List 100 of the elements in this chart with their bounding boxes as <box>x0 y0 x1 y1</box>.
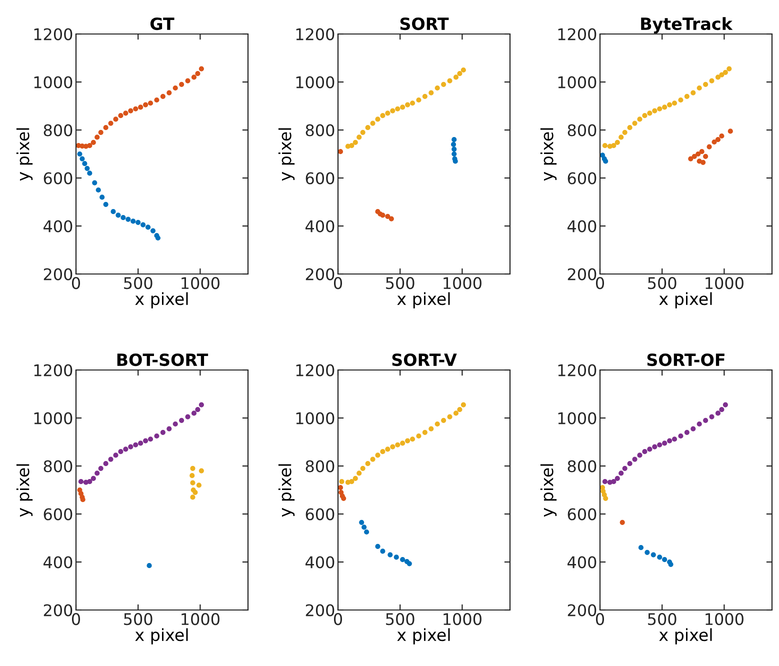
point <box>622 130 628 135</box>
y-tick-label: 1000 <box>296 412 334 424</box>
x-axis-title: x pixel <box>397 292 450 308</box>
y-tick-label: 200 <box>306 268 334 280</box>
point <box>715 137 721 142</box>
point <box>128 108 134 114</box>
y-tick-label: 600 <box>568 508 596 520</box>
point <box>603 496 608 501</box>
point <box>657 554 662 560</box>
point <box>166 426 172 432</box>
point <box>191 410 197 416</box>
point <box>706 144 712 150</box>
point <box>349 479 354 484</box>
point <box>103 202 108 207</box>
point <box>452 151 457 157</box>
point <box>150 228 156 234</box>
y-axis-title: y pixel <box>278 464 295 517</box>
point <box>453 74 459 80</box>
point <box>690 426 696 432</box>
point <box>395 106 400 112</box>
point <box>406 561 412 566</box>
y-tick-label: 1000 <box>558 76 596 88</box>
x-tick-label: 0 <box>72 613 80 626</box>
point <box>614 476 620 482</box>
point <box>622 466 628 471</box>
point <box>447 78 452 84</box>
x-tick-label: 1000 <box>706 613 744 626</box>
point <box>678 97 684 103</box>
point <box>98 466 104 471</box>
point <box>362 524 367 530</box>
point <box>148 436 154 442</box>
point <box>719 133 724 139</box>
x-tick-label: 0 <box>334 613 342 626</box>
point <box>644 550 650 555</box>
point <box>380 113 386 118</box>
point <box>394 554 399 560</box>
point <box>699 149 704 154</box>
point <box>395 442 400 448</box>
x-tick-label: 500 <box>386 277 414 290</box>
y-tick-label: 400 <box>44 220 72 232</box>
point <box>441 418 446 423</box>
point <box>360 466 366 471</box>
point <box>103 461 108 466</box>
point <box>410 100 416 106</box>
chart-title: ByteTrack <box>641 17 733 34</box>
y-tick-label: 1200 <box>34 28 72 40</box>
x-axis-title: x pixel <box>659 628 712 644</box>
point <box>715 74 721 80</box>
point <box>422 430 428 435</box>
point <box>140 222 146 228</box>
point <box>87 143 92 148</box>
point <box>196 482 202 488</box>
point <box>696 151 701 157</box>
point <box>388 552 393 558</box>
x-axis-title: x pixel <box>135 628 188 644</box>
x-tick-label: 1000 <box>182 277 220 290</box>
point <box>447 414 452 420</box>
point <box>190 494 196 500</box>
point <box>338 149 344 154</box>
point <box>118 113 124 118</box>
point <box>130 218 136 224</box>
point <box>364 529 370 535</box>
point <box>647 110 652 116</box>
point <box>113 452 118 458</box>
point <box>94 134 100 140</box>
y-tick-label: 600 <box>44 508 72 520</box>
chart-title: BOT-SORT <box>117 353 208 366</box>
point <box>190 466 196 471</box>
point <box>78 479 84 484</box>
point <box>185 414 190 420</box>
point <box>690 90 696 96</box>
point <box>405 102 410 108</box>
point <box>400 104 406 110</box>
point <box>148 100 154 106</box>
point <box>457 71 462 76</box>
y-tick-label: 200 <box>568 604 596 616</box>
point <box>390 444 396 450</box>
point <box>198 66 204 72</box>
point <box>166 90 172 96</box>
point <box>452 158 458 164</box>
point <box>133 442 138 448</box>
point <box>642 449 648 454</box>
point <box>692 154 697 159</box>
point <box>390 108 396 114</box>
point <box>154 433 160 439</box>
point <box>602 479 608 484</box>
point <box>709 414 714 420</box>
point <box>80 156 85 162</box>
point <box>703 82 708 87</box>
point <box>143 438 148 444</box>
point <box>375 116 380 122</box>
point <box>696 421 702 427</box>
point <box>684 430 690 435</box>
point <box>434 421 440 427</box>
point <box>133 106 138 112</box>
point <box>90 476 96 482</box>
point <box>96 187 101 193</box>
y-axis-title: y pixel <box>278 128 295 181</box>
y-tick-label: 200 <box>44 268 72 280</box>
point <box>422 94 428 99</box>
